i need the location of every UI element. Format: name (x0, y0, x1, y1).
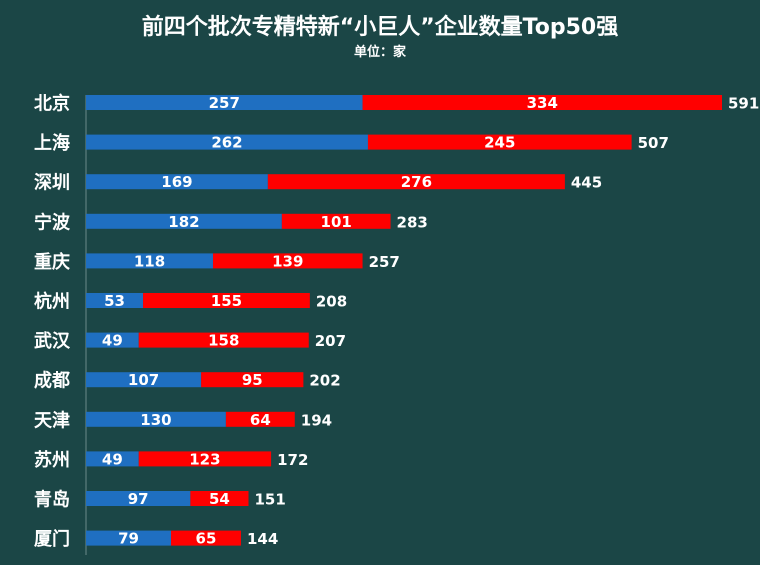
total-label: 207 (315, 332, 346, 350)
data-label: 97 (128, 490, 149, 508)
category-label: 北京 (34, 93, 70, 115)
bar-segment-2 (138, 332, 309, 348)
data-label: 65 (196, 530, 217, 548)
total-label: 591 (728, 95, 759, 113)
total-label: 144 (247, 530, 278, 548)
data-label: 139 (272, 252, 303, 270)
chart-marks: 北京 257 334 591 上海 262 245 507 深圳 169 276 445 宁波 182 10… (34, 93, 759, 551)
bar-segment-2 (362, 95, 722, 110)
bar-segment-2 (281, 213, 391, 229)
total-label: 257 (369, 253, 400, 271)
total-label: 445 (571, 174, 602, 192)
data-label: 101 (321, 213, 352, 231)
category-label: 武汉 (34, 331, 71, 352)
data-label: 79 (118, 530, 139, 548)
data-label: 169 (161, 173, 192, 191)
data-label: 64 (250, 411, 271, 429)
category-label: 重庆 (34, 251, 70, 273)
data-label: 182 (168, 213, 199, 231)
bar-segment-1 (86, 332, 139, 348)
bar-segment-2 (225, 411, 295, 427)
category-label: 杭州 (34, 291, 70, 313)
bar-segment-1 (86, 174, 268, 190)
bar-segment-1 (86, 491, 191, 506)
bar-segment-1 (86, 372, 202, 388)
bar-segment-1 (86, 451, 139, 467)
data-label: 107 (128, 371, 159, 389)
total-label: 151 (254, 491, 285, 509)
total-label: 507 (638, 134, 669, 152)
bar-segment-2 (367, 134, 632, 150)
bar-segment-2 (267, 174, 565, 190)
bar-segment-1 (86, 411, 226, 427)
bar-segment-2 (143, 293, 310, 308)
data-label: 245 (484, 134, 515, 152)
category-label: 宁波 (34, 211, 71, 233)
bar-segment-1 (86, 530, 172, 546)
bar-segment-2 (138, 451, 272, 467)
bar-segment-2 (171, 530, 241, 546)
data-label: 49 (102, 332, 123, 350)
data-label: 49 (102, 450, 123, 468)
data-label: 334 (527, 94, 558, 112)
data-label: 257 (209, 94, 240, 112)
category-label: 苏州 (34, 449, 70, 471)
data-label: 158 (208, 332, 239, 350)
data-label: 130 (140, 411, 171, 429)
category-label: 青岛 (34, 489, 70, 511)
total-label: 194 (301, 411, 332, 429)
category-label: 上海 (34, 132, 70, 154)
bar-segment-1 (86, 95, 363, 110)
data-label: 155 (211, 292, 242, 310)
data-label: 123 (189, 450, 220, 468)
total-label: 283 (397, 213, 428, 231)
bar-segment-2 (190, 491, 249, 506)
total-label: 208 (316, 293, 347, 311)
bar-segment-1 (86, 213, 282, 229)
total-label: 172 (277, 451, 308, 469)
category-label: 厦门 (34, 528, 70, 550)
data-label: 53 (104, 292, 125, 310)
data-label: 95 (242, 371, 263, 389)
total-label: 202 (309, 372, 340, 390)
chart-subtitle: 单位：家 (354, 44, 407, 60)
category-label: 深圳 (34, 172, 70, 194)
bar-segment-2 (201, 372, 304, 388)
data-label: 54 (209, 490, 230, 508)
chart-title: 前四个批次专精特新“小巨人”企业数量Top50强 (142, 14, 618, 40)
bar-segment-1 (86, 293, 144, 308)
bar-segment-1 (86, 134, 368, 150)
bar-segment-2 (212, 253, 363, 269)
data-label: 262 (211, 134, 242, 152)
data-label: 118 (134, 252, 165, 270)
data-label: 276 (401, 173, 432, 191)
bar-segment-1 (86, 253, 213, 269)
category-label: 成都 (34, 370, 70, 392)
category-label: 天津 (34, 409, 70, 431)
